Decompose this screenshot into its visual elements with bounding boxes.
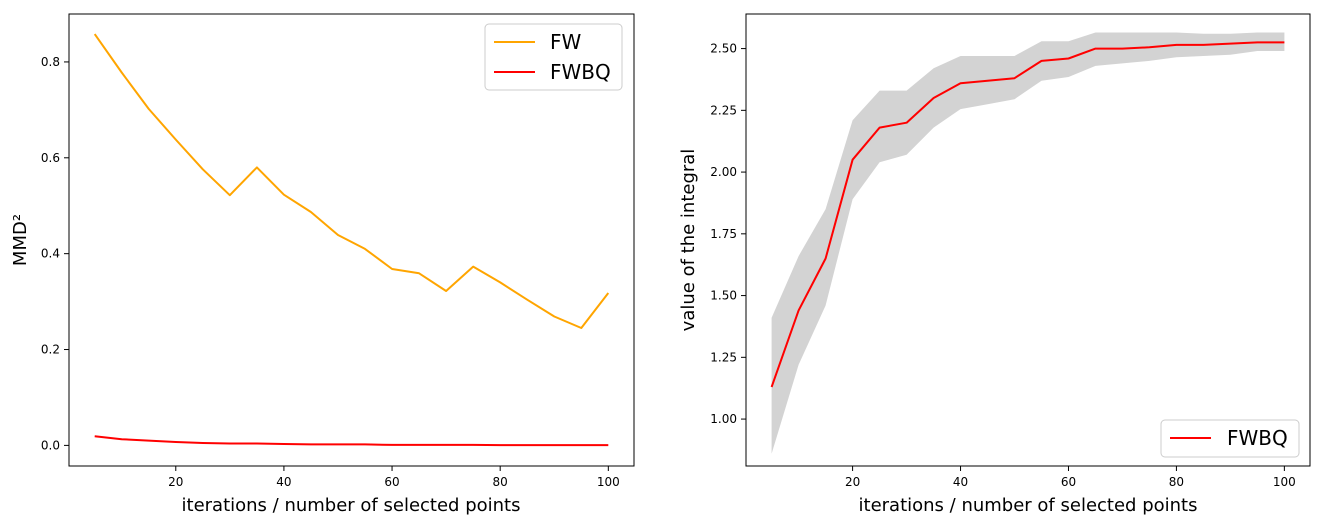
chart1-x-tick-label: 40 [953, 475, 968, 489]
chart1-confidence-band [771, 32, 1285, 454]
chart1-x-axis-label: iterations / number of selected points [859, 495, 1198, 516]
chart0-x-tick-label: 100 [597, 475, 620, 489]
mmd-chart: 20 40 60 80 100 0.0 0.2 0.4 0.6 0.8 iterations /… [10, 13, 635, 516]
chart1-x-tick-label: 80 [1169, 475, 1184, 489]
chart0-y-tick-label: 0.0 [41, 438, 60, 452]
chart0-x-tick-label: 80 [493, 475, 508, 489]
chart1-plot-frame [745, 13, 1311, 467]
chart1-band-layer [771, 32, 1285, 454]
chart0-y-tick-label: 0.4 [41, 247, 60, 261]
chart1-x-tick-label: 100 [1273, 475, 1296, 489]
chart0-x-tick-label: 60 [384, 475, 399, 489]
chart0-y-ticks: 0.0 0.2 0.4 0.6 0.8 [41, 55, 69, 452]
chart1-y-tick-label: 1.75 [710, 227, 737, 241]
chart1-y-tick-label: 1.50 [710, 289, 737, 303]
chart1-y-tick-label: 1.00 [710, 412, 737, 426]
chart0-y-tick-label: 0.2 [41, 343, 60, 357]
chart0-series-layer [93, 33, 610, 447]
chart1-x-ticks: 20 40 60 80 100 [845, 466, 1296, 489]
chart1-y-tick-label: 2.25 [710, 103, 737, 117]
chart1-series-layer [770, 41, 1285, 388]
chart0-x-tick-label: 40 [276, 475, 291, 489]
chart1-x-tick-label: 60 [1061, 475, 1076, 489]
chart1-legend: FWBQ [1160, 419, 1300, 458]
chart0-y-tick-label: 0.6 [41, 151, 60, 165]
chart0-x-ticks: 20 40 60 80 100 [168, 466, 620, 489]
chart0-x-tick-label: 20 [168, 475, 183, 489]
chart1-legend-label-fwbq: FWBQ [1227, 426, 1288, 450]
integral-chart: 20 40 60 80 100 1.00 1.25 1.50 1.75 2.00 2.25 2.50… [678, 13, 1311, 516]
chart0-legend: FW FWBQ [484, 23, 623, 91]
chart1-y-tick-label: 2.50 [710, 42, 737, 56]
chart1-legend-box [1160, 419, 1300, 458]
chart1-series-line-fwbq [770, 41, 1285, 388]
chart0-y-tick-label: 0.8 [41, 55, 60, 69]
chart0-legend-label-fw: FW [550, 30, 582, 54]
chart1-y-tick-label: 2.00 [710, 165, 737, 179]
chart0-x-axis-label: iterations / number of selected points [182, 495, 521, 516]
chart1-y-tick-label: 1.25 [710, 350, 737, 364]
chart0-y-axis-label: MMD² [10, 214, 31, 266]
chart0-series-line-fw [93, 33, 610, 329]
chart1-x-tick-label: 20 [845, 475, 860, 489]
chart0-legend-label-fwbq: FWBQ [550, 60, 611, 84]
chart0-plot-frame [68, 13, 635, 467]
chart1-y-ticks: 1.00 1.25 1.50 1.75 2.00 2.25 2.50 [710, 42, 746, 426]
chart0-legend-box [484, 23, 623, 91]
chart1-y-axis-label: value of the integral [678, 149, 699, 332]
chart0-series-line-fwbq [94, 435, 609, 447]
